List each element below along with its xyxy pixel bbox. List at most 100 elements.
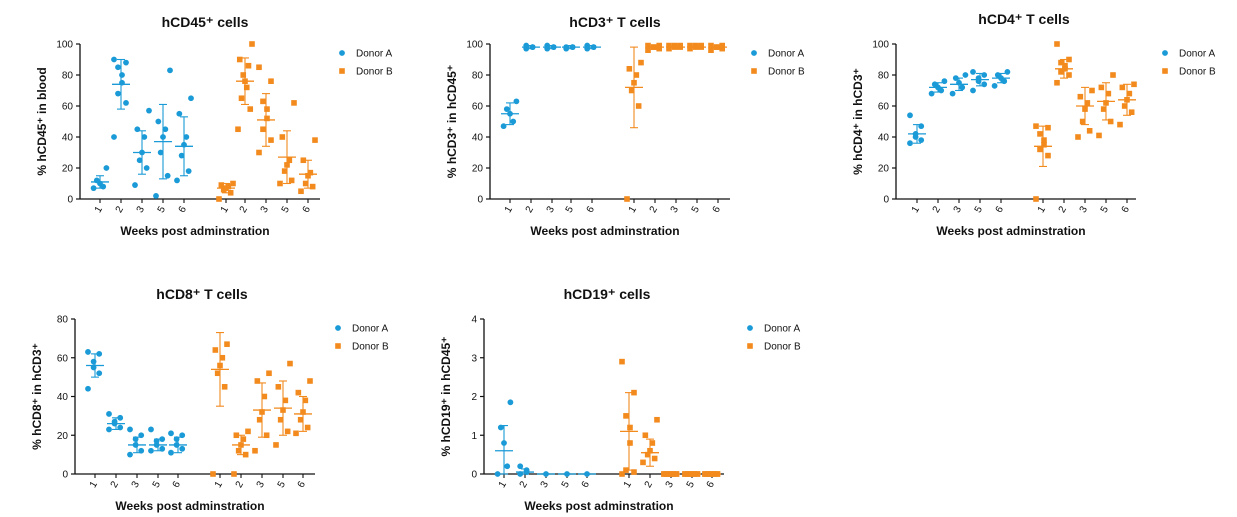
donor-b-mean-sd-bar bbox=[232, 434, 250, 456]
donor-b-point bbox=[214, 370, 221, 377]
donor-a-point bbox=[168, 449, 174, 456]
x-tick-label: 3 bbox=[952, 204, 965, 215]
donor-b-point bbox=[623, 413, 629, 419]
donor-b-point bbox=[263, 432, 270, 439]
donor-b-point bbox=[687, 45, 693, 52]
y-tick-label: 60 bbox=[57, 353, 69, 364]
donor-b-point bbox=[1037, 131, 1043, 137]
donor-a-point bbox=[85, 385, 91, 392]
donor-a-point bbox=[111, 134, 117, 140]
donor-a-point bbox=[517, 463, 524, 470]
donor-b-point bbox=[295, 389, 302, 396]
donor-b-point bbox=[649, 440, 656, 446]
y-axis-label: % hCD45⁺ in blood bbox=[35, 67, 49, 175]
donor-a-mean-sd-bar bbox=[908, 124, 926, 144]
donor-b-point bbox=[644, 451, 651, 458]
y-tick-label: 0 bbox=[883, 195, 889, 206]
legend-marker bbox=[751, 50, 757, 56]
donor-b-point bbox=[631, 469, 637, 475]
donor-a-point bbox=[494, 471, 501, 477]
y-tick-label: 60 bbox=[472, 102, 484, 113]
legend-marker bbox=[747, 343, 753, 349]
donor-b-point bbox=[256, 416, 263, 423]
donor-b-point bbox=[230, 180, 236, 187]
donor-a-point bbox=[941, 78, 948, 85]
legend-marker bbox=[335, 325, 341, 331]
donor-b-point bbox=[256, 149, 262, 156]
donor-b-point bbox=[245, 62, 252, 69]
donor-a-point bbox=[119, 72, 125, 78]
donor-a-mean-sd-bar bbox=[107, 417, 125, 430]
donor-b-point bbox=[1033, 123, 1039, 129]
donor-b-point bbox=[243, 84, 250, 91]
chart-title: hCD4⁺ T cells bbox=[978, 11, 1070, 27]
x-tick-label: 3 bbox=[539, 479, 552, 490]
y-tick-label: 40 bbox=[472, 133, 484, 144]
donor-b-point bbox=[266, 370, 272, 377]
donor-a-point bbox=[106, 426, 112, 433]
donor-a-point bbox=[962, 72, 969, 78]
donor-a-point bbox=[96, 350, 103, 357]
donor-b-point bbox=[1045, 152, 1051, 159]
donor-b-point bbox=[1096, 132, 1102, 139]
x-axis-label: Weeks post adminstration bbox=[936, 224, 1085, 238]
donor-b-mean-sd-bar bbox=[274, 380, 292, 436]
x-tick-label: 1 bbox=[93, 204, 106, 215]
x-tick-label: 1 bbox=[503, 204, 516, 215]
y-tick-label: 20 bbox=[57, 431, 69, 442]
donor-b-point bbox=[627, 440, 633, 446]
legend-marker bbox=[339, 50, 345, 56]
donor-b-point bbox=[645, 47, 651, 53]
donor-b-point bbox=[1128, 109, 1135, 115]
x-tick-label: 2 bbox=[648, 204, 661, 215]
donor-b-mean-sd-bar bbox=[620, 392, 638, 471]
donor-a-mean-sd-bar bbox=[950, 77, 968, 92]
donor-b-point bbox=[284, 428, 291, 435]
legend-marker bbox=[751, 68, 757, 74]
donor-a-mean-sd-bar bbox=[583, 44, 601, 50]
donor-b-point bbox=[1121, 103, 1128, 109]
donor-a-point bbox=[162, 126, 169, 133]
x-tick-label: 3 bbox=[664, 479, 677, 490]
x-tick-label: 6 bbox=[1120, 204, 1133, 215]
donor-b-point bbox=[633, 72, 640, 78]
donor-a-point bbox=[96, 370, 103, 377]
donor-a-point bbox=[185, 168, 192, 175]
donor-b-point bbox=[307, 378, 313, 384]
y-tick-label: 80 bbox=[57, 315, 69, 326]
donor-b-point bbox=[719, 45, 725, 52]
donor-b-point bbox=[273, 442, 279, 448]
y-axis-label: % hCD8⁺ in hCD3⁺ bbox=[30, 343, 44, 450]
chart-title: hCD8⁺ T cells bbox=[156, 286, 248, 302]
donor-b-point bbox=[1126, 90, 1133, 97]
x-tick-label: 5 bbox=[560, 479, 573, 490]
donor-a-mean-sd-bar bbox=[971, 72, 989, 87]
donor-b-mean-sd-bar bbox=[1034, 125, 1052, 167]
donor-b-point bbox=[227, 190, 234, 196]
donor-a-point bbox=[127, 451, 133, 458]
donor-a-point bbox=[115, 90, 121, 97]
legend-label: Donor A bbox=[352, 324, 388, 335]
donor-b-point bbox=[1041, 137, 1047, 143]
x-tick-label: 6 bbox=[177, 204, 190, 215]
donor-b-point bbox=[1062, 62, 1068, 69]
x-tick-label: 1 bbox=[497, 479, 510, 490]
x-axis-label: Weeks post adminstration bbox=[524, 499, 673, 513]
donor-a-mean-sd-bar bbox=[133, 130, 151, 175]
donor-b-point bbox=[719, 42, 725, 49]
donor-b-point bbox=[264, 115, 270, 122]
x-tick-label: 6 bbox=[585, 204, 598, 215]
donor-b-point bbox=[249, 41, 255, 47]
donor-a-point bbox=[949, 90, 956, 97]
donor-b-point bbox=[677, 42, 683, 49]
donor-b-point bbox=[1089, 87, 1095, 94]
donor-b-point bbox=[708, 47, 714, 53]
x-tick-label: 3 bbox=[669, 204, 682, 215]
donor-b-mean-sd-bar bbox=[646, 44, 664, 50]
x-tick-label: 3 bbox=[130, 479, 143, 490]
x-tick-label: 6 bbox=[171, 479, 184, 490]
donor-b-mean-sd-bar bbox=[257, 93, 275, 147]
donor-b-point bbox=[221, 384, 228, 390]
donor-b-point bbox=[210, 471, 216, 477]
donor-a-point bbox=[90, 358, 97, 365]
